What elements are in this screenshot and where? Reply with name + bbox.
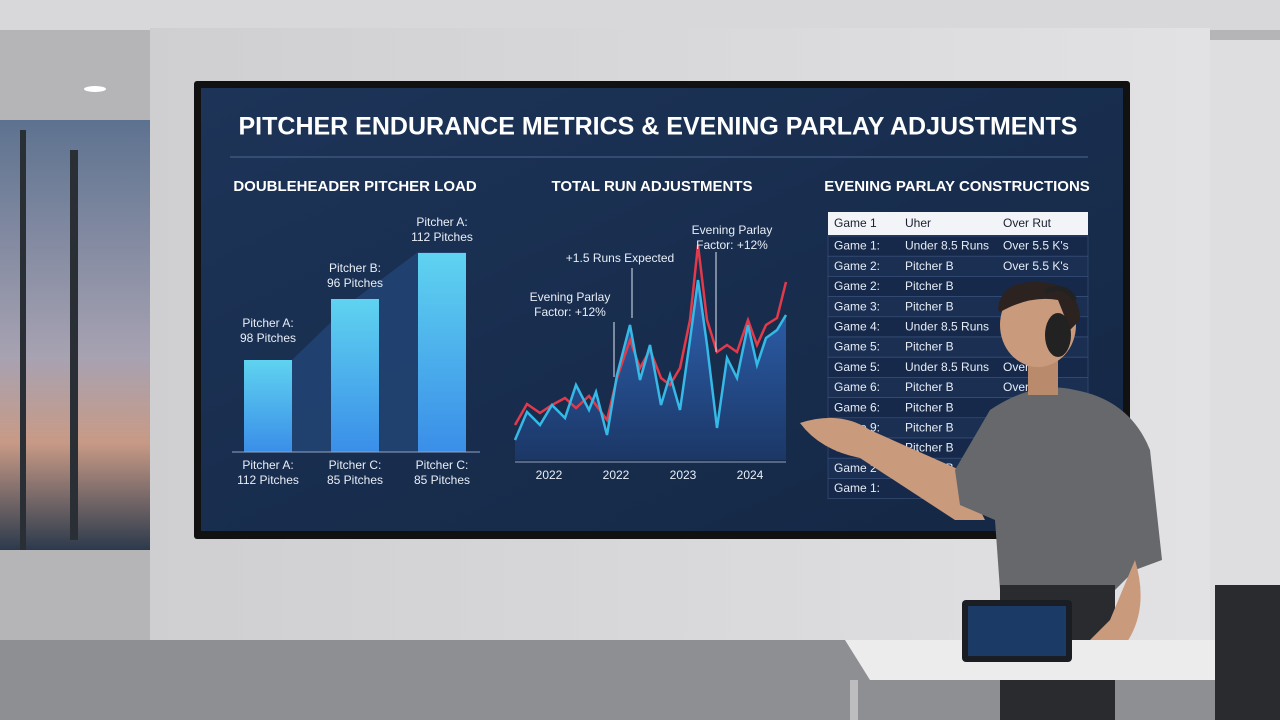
panel-title: DOUBLEHEADER PITCHER LOAD: [233, 178, 477, 195]
annotation: Factor: +12%: [534, 305, 606, 319]
table-cell: Game 2:: [834, 259, 880, 273]
table-cell: Game 3:: [834, 299, 880, 313]
annotation: Evening Parlay: [530, 290, 611, 304]
table-cell: Game 1:: [834, 481, 880, 495]
bar: [244, 360, 292, 452]
arm: [800, 417, 985, 520]
table-header: Game 1: [834, 216, 877, 230]
table-cell: Pitcher B: [905, 380, 954, 394]
table-header: Over Rut: [1003, 216, 1052, 230]
blue-line: [513, 279, 788, 441]
table-cell: Over 5.5 K's: [1003, 259, 1069, 273]
red-line: [513, 244, 788, 426]
table-cell: Pitcher B: [905, 340, 954, 354]
x-label: 2023: [670, 468, 697, 482]
ceiling-light: [84, 86, 106, 92]
table-cell: Game 1:: [834, 239, 880, 253]
hand: [1085, 560, 1141, 660]
bar-label: Pitcher A:: [416, 215, 467, 229]
table-cell: Pitcher B: [905, 279, 954, 293]
table-cell: Over 5.5 K's: [1003, 239, 1069, 253]
panel-title: TOTAL RUN ADJUSTMENTS: [551, 178, 752, 195]
tablet-screen: [968, 606, 1066, 656]
table-cell: Game 6:: [834, 400, 880, 414]
category-label: 112 Pitches: [237, 473, 299, 487]
headset: [1045, 313, 1071, 357]
table-cell: Pitcher B: [905, 299, 954, 313]
table-cell: Game 2:: [834, 279, 880, 293]
area: [515, 280, 786, 460]
bar: [331, 299, 379, 452]
table-header: Uher: [905, 216, 931, 230]
category-label: 85 Pitches: [327, 473, 383, 487]
table-cell: Game 5:: [834, 340, 880, 354]
panel-title: EVENING PARLAY CONSTRUCTIONS: [824, 178, 1090, 195]
window-frame: [70, 150, 78, 540]
table-cell: Pitcher B: [905, 400, 954, 414]
chair: [1215, 585, 1280, 720]
hair: [998, 281, 1080, 330]
annotation: Evening Parlay: [692, 223, 773, 237]
table-header-bg: [828, 212, 1088, 235]
table-cell: Pitcher B: [905, 259, 954, 273]
table-cell: Under 8.5 Runs: [905, 360, 989, 374]
bar-label: Pitcher B:: [329, 261, 381, 275]
table-cell: Under 8.5 Runs: [905, 319, 989, 333]
annotation: +1.5 Runs Expected: [566, 251, 674, 265]
x-label: 2024: [737, 468, 764, 482]
side-wall: [1210, 40, 1280, 640]
table-cell: Game 4:: [834, 319, 880, 333]
window-frame: [20, 130, 26, 550]
bar-label: 96 Pitches: [327, 276, 383, 290]
x-label: 2022: [536, 468, 563, 482]
category-label: Pitcher C:: [416, 458, 469, 472]
annotation: Factor: +12%: [696, 238, 768, 252]
table-cell: Under 8.5 Runs: [905, 239, 989, 253]
bar: [418, 253, 466, 452]
bar-label: 98 Pitches: [240, 331, 296, 345]
headset-band: [1043, 285, 1078, 302]
table-cell: Pitcher B: [905, 420, 954, 434]
ceiling: [0, 0, 1280, 30]
category-label: Pitcher A:: [242, 458, 293, 472]
screen-title: PITCHER ENDURANCE METRICS & EVENING PARL…: [239, 113, 1078, 141]
table-cell: Game 2: [834, 461, 877, 475]
table-cell: Game 5:: [834, 360, 880, 374]
shirt: [955, 387, 1162, 590]
category-label: Pitcher C:: [329, 458, 382, 472]
bar-label: Pitcher A:: [242, 316, 293, 330]
table-cell: Game 6:: [834, 380, 880, 394]
x-label: 2022: [603, 468, 630, 482]
category-label: 85 Pitches: [414, 473, 470, 487]
bar-label: 112 Pitches: [411, 230, 473, 244]
desk-leg: [850, 680, 858, 720]
